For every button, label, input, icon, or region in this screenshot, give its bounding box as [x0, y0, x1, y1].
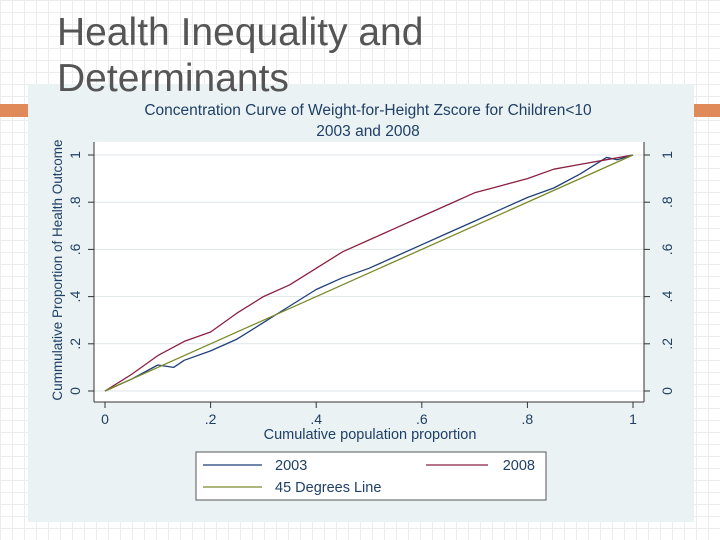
y-tick-label-left-2: .4	[67, 291, 83, 303]
legend-label-1: 2008	[503, 458, 535, 474]
chart-title: Concentration Curve of Weight-for-Height…	[144, 102, 592, 119]
x-tick-label-4: .8	[522, 411, 534, 427]
accent-bar-left	[0, 104, 36, 117]
slide-title: Health Inequality and Determinants	[57, 10, 577, 102]
series-line-0	[104, 154, 634, 392]
legend: 2003 2008 45 Degrees Line	[195, 451, 547, 501]
y-tick-label-right-4: .8	[659, 196, 675, 208]
y-tick-label-right-3: .6	[659, 243, 675, 255]
series-lines	[104, 154, 634, 392]
slide-title-line-1: Health Inequality and	[57, 11, 424, 54]
legend-box	[195, 451, 547, 501]
y-tick-label-left-4: .8	[67, 196, 83, 208]
x-tick-label-2: .4	[310, 411, 322, 427]
chart-subtitle: 2003 and 2008	[316, 123, 419, 140]
y-tick-label-left-5: 1	[67, 151, 83, 159]
y-tick-label-left-0: 0	[67, 387, 83, 395]
x-tick-label-0: 0	[101, 411, 109, 427]
slide-title-line-2: Determinants	[57, 57, 289, 100]
x-tick-label-1: .2	[205, 411, 217, 427]
y-tick-label-right-0: 0	[659, 387, 675, 395]
y-tick-label-left-3: .6	[67, 243, 83, 255]
x-tick-label-3: .6	[416, 411, 428, 427]
y-tick-label-right-2: .4	[659, 291, 675, 303]
axes: 0 0 .2 .2 .4 .4 .6 .6 .8 .8 1 1 0 .2 .4 .6 .8 1	[67, 142, 675, 427]
legend-label-2: 45 Degrees Line	[275, 480, 381, 496]
series-line-1	[104, 154, 634, 392]
y-tick-label-left-1: .2	[67, 338, 83, 350]
legend-label-0: 2003	[275, 458, 307, 474]
grid-lines	[94, 154, 644, 392]
y-tick-label-right-1: .2	[659, 338, 675, 350]
y-axis-label: Cummulative Proportion of Health Outcome	[50, 139, 65, 400]
y-tick-label-right-5: 1	[659, 151, 675, 159]
x-tick-label-5: 1	[629, 411, 637, 427]
plot-area	[94, 142, 644, 402]
series-line-2	[104, 154, 634, 392]
x-axis-label: Cumulative population proportion	[264, 427, 477, 443]
accent-bar-right	[690, 104, 720, 117]
